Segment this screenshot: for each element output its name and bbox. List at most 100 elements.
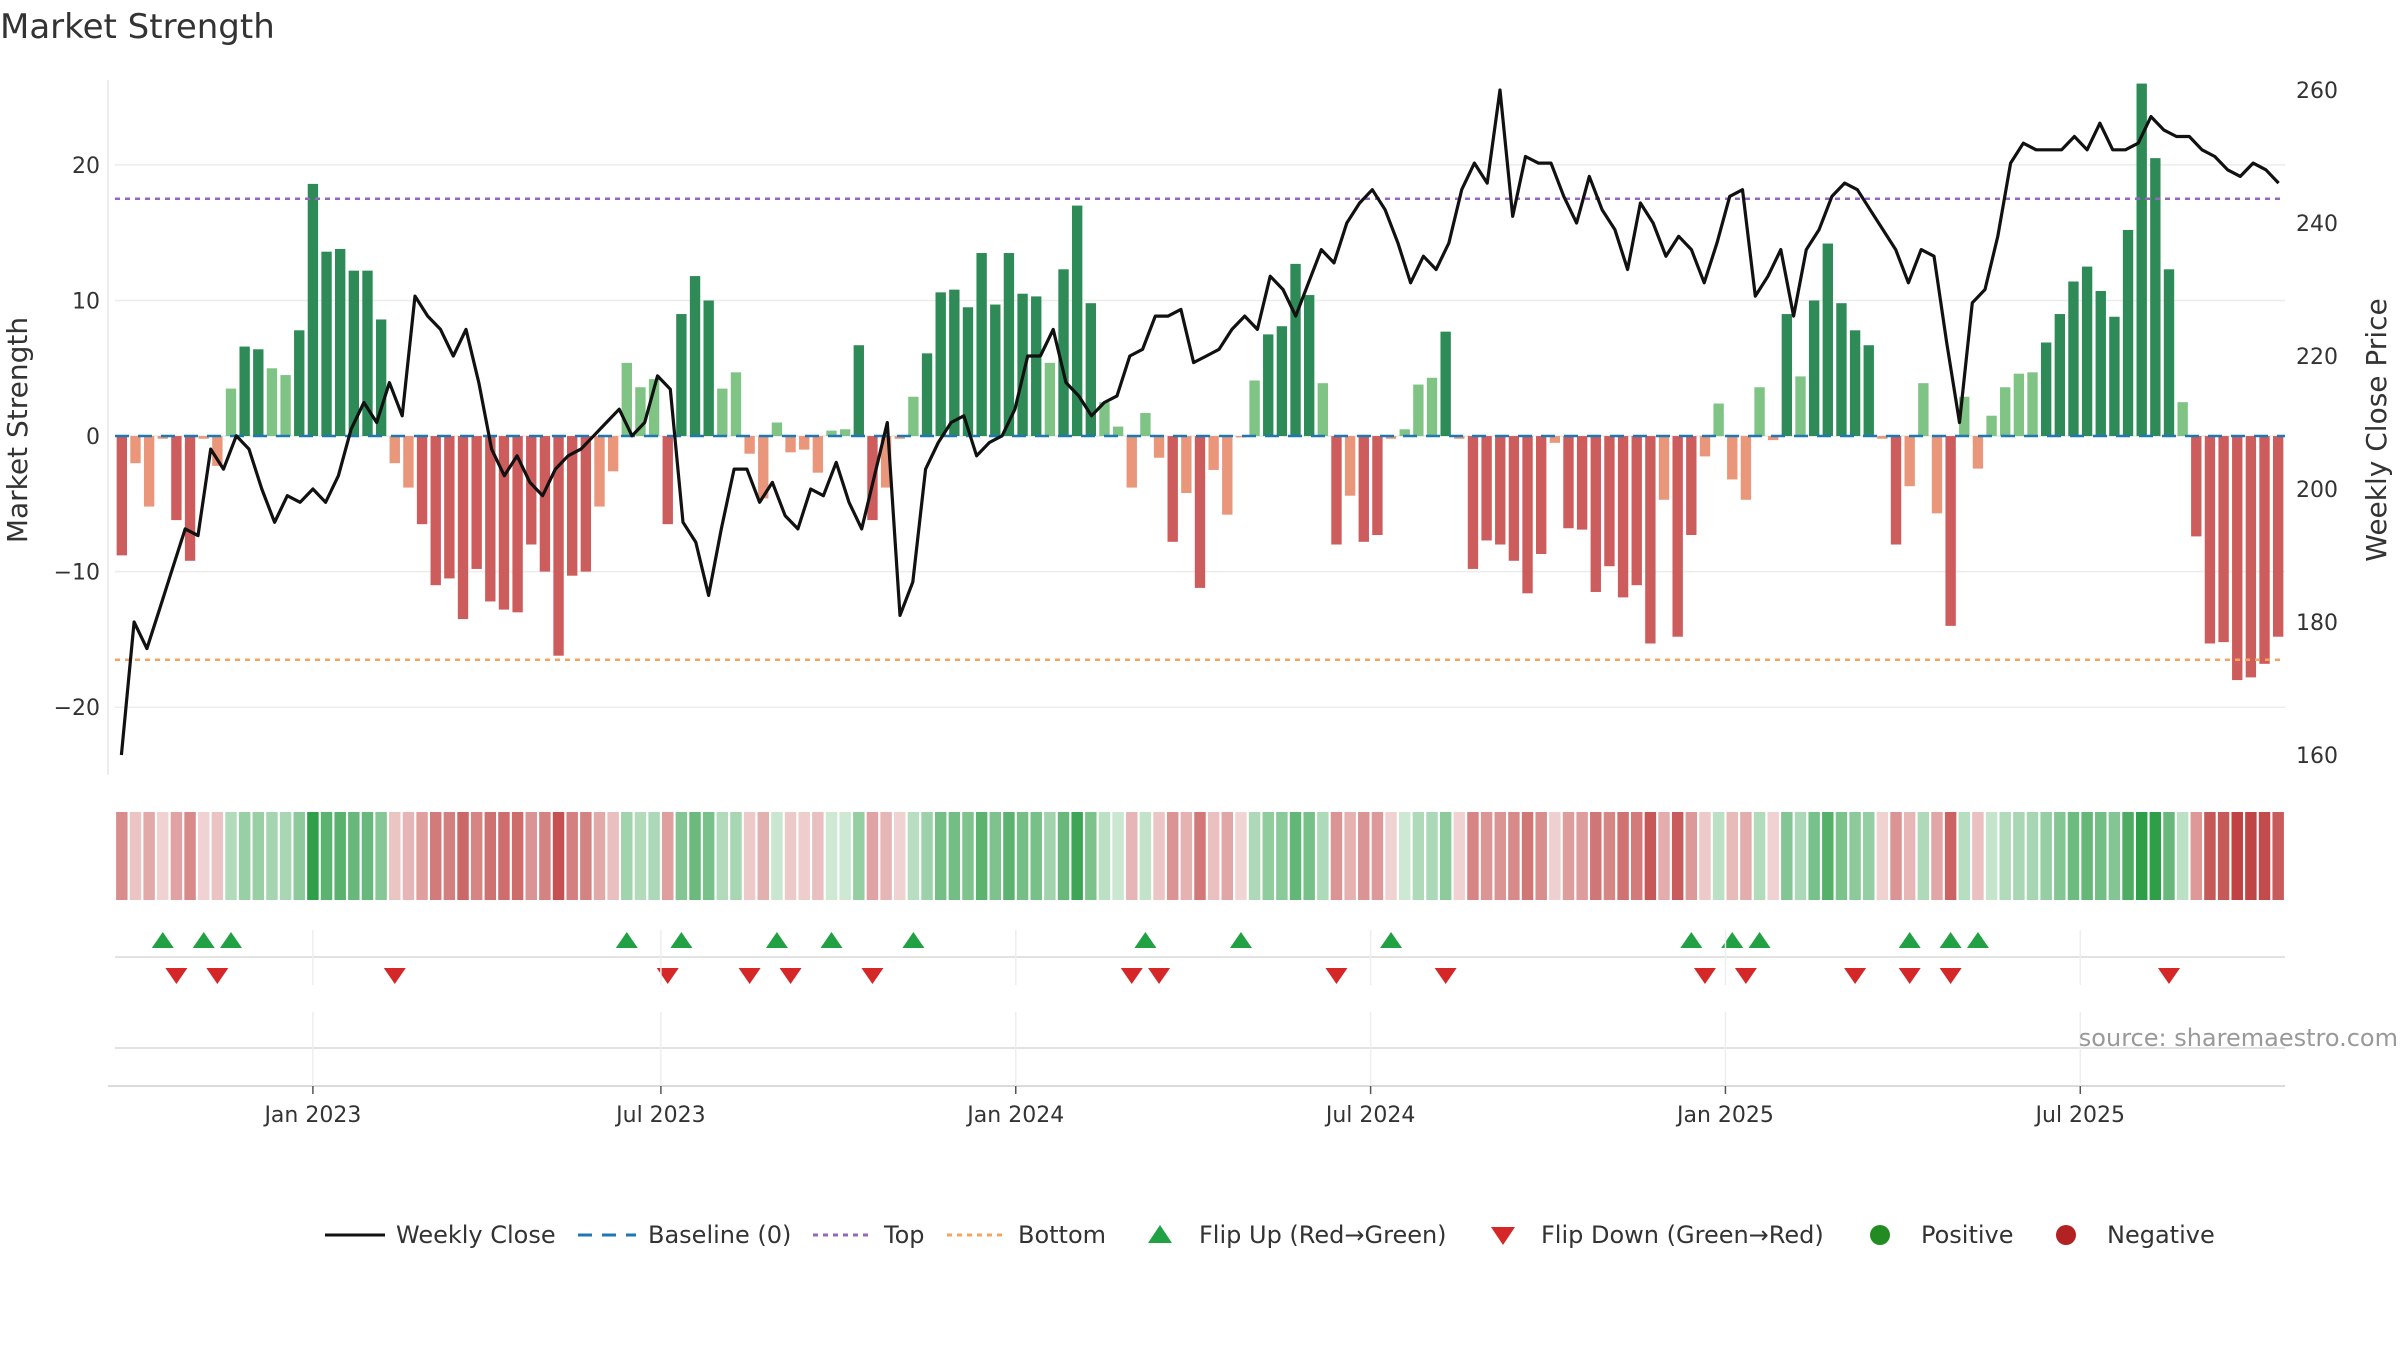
strength-bar: [1140, 413, 1151, 437]
heat-cell: [2095, 812, 2107, 900]
strength-bar: [1536, 436, 1547, 555]
heat-cell: [1453, 812, 1466, 900]
heat-cell: [1303, 812, 1315, 900]
strength-bar: [1699, 436, 1711, 457]
heat-cell: [634, 812, 647, 900]
strength-bar: [2068, 281, 2079, 437]
heat-cell: [1317, 812, 1329, 900]
legend-label-close: Weekly Close: [396, 1221, 556, 1249]
strength-bar: [2177, 402, 2188, 437]
strength-bar: [2218, 436, 2229, 643]
strength-bar: [758, 436, 769, 499]
strength-bar: [2095, 290, 2106, 437]
right-tick-label: 200: [2296, 478, 2338, 503]
flip-down-marker: [1693, 968, 1716, 984]
heat-cell: [1235, 812, 1247, 900]
strength-bar: [307, 183, 319, 437]
flip-down-marker: [206, 968, 229, 984]
strength-bar: [430, 436, 441, 586]
strength-bar: [253, 349, 264, 437]
heat-cell: [1753, 812, 1766, 900]
strength-bar: [184, 436, 196, 561]
heat-cell: [1439, 812, 1452, 900]
strength-bar: [880, 436, 892, 488]
heat-cell: [607, 812, 619, 900]
strength-bar: [1836, 303, 1847, 437]
strength-bar: [1890, 436, 1902, 545]
heat-cell: [1972, 812, 1984, 900]
legend-flip-up-swatch: [1148, 1225, 1172, 1243]
strength-bar: [266, 368, 278, 437]
heat-cell: [621, 812, 633, 900]
strength-bar: [1249, 380, 1260, 437]
strength-bar: [1495, 436, 1506, 545]
heat-cell: [1085, 812, 1097, 900]
strength-bar: [1304, 295, 1315, 437]
heat-cell: [662, 812, 674, 900]
heat-cell: [1467, 812, 1479, 900]
heat-cell: [1289, 812, 1302, 900]
flip-down-marker: [861, 968, 884, 984]
flip-down-marker: [779, 968, 802, 984]
heat-cell: [702, 812, 715, 900]
strength-bar: [607, 436, 619, 472]
strength-bar: [2150, 158, 2161, 437]
heat-cell: [866, 812, 879, 900]
heat-cell: [853, 812, 865, 900]
strength-bar: [689, 276, 701, 437]
strength-bar: [853, 345, 864, 437]
heat-cell: [525, 812, 537, 900]
strength-bar: [1399, 429, 1410, 437]
legend-label-positive: Positive: [1921, 1221, 2014, 1249]
grid: [107, 80, 2285, 775]
heat-cell: [2067, 812, 2080, 900]
right-tick-label: 180: [2296, 611, 2338, 636]
strength-bar: [1058, 269, 1069, 437]
strength-bar: [635, 387, 646, 437]
heat-cell: [1890, 812, 1902, 900]
strength-bar: [116, 436, 128, 556]
heat-cell: [894, 812, 906, 900]
heat-cell: [1494, 812, 1506, 900]
heat-cell: [1794, 812, 1807, 900]
strength-bar: [1153, 436, 1165, 458]
heat-cell: [1658, 812, 1670, 900]
strength-bar: [648, 379, 660, 437]
heat-cell: [921, 812, 933, 900]
flip-up-marker: [1939, 932, 1962, 948]
heat-cell: [498, 812, 510, 900]
strength-bar: [416, 436, 428, 525]
heat-cell: [389, 812, 401, 900]
heat-cell: [1044, 812, 1056, 900]
flip-up-marker: [1721, 932, 1744, 948]
heat-cell: [116, 812, 128, 900]
flip-up-marker: [1134, 932, 1157, 948]
x-tick-label: Jan 2024: [965, 1103, 1064, 1128]
heat-cell: [1549, 812, 1561, 900]
heat-cell: [1685, 812, 1698, 900]
heat-cell: [784, 812, 797, 900]
heat-cell: [689, 812, 701, 900]
strength-bar: [157, 436, 168, 439]
strength-bar: [335, 248, 346, 437]
strength-bar: [1044, 362, 1056, 437]
left-axis: −20 −10 0 10 20: [54, 154, 100, 721]
heat-cell: [1767, 812, 1779, 900]
heat-cell: [2026, 812, 2039, 900]
heat-cell: [743, 812, 756, 900]
flip-up-marker: [1898, 932, 1921, 948]
strength-bar: [539, 436, 551, 572]
legend-label-bottom: Bottom: [1018, 1221, 1106, 1249]
heat-cell: [1590, 812, 1602, 900]
heat-cell: [1835, 812, 1848, 900]
heat-cell: [1671, 812, 1684, 900]
strength-bar: [662, 436, 673, 525]
heat-cell: [989, 812, 1002, 900]
heat-cell: [2245, 812, 2257, 900]
strength-bar: [1740, 436, 1752, 500]
weekly-close-line: [119, 88, 2280, 756]
heat-cell: [1358, 812, 1370, 900]
right-tick-label: 260: [2296, 79, 2338, 104]
strength-bar: [485, 436, 496, 602]
